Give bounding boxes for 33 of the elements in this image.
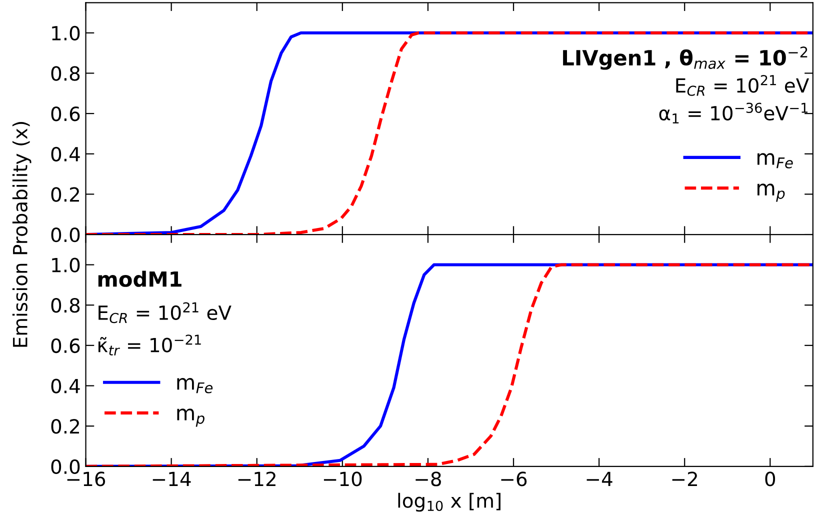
legend-label: m$_{p}$	[177, 408, 204, 427]
x-axis-title: log$_{10}$ x [m]	[398, 492, 500, 512]
y-tick-label: 0.8	[51, 66, 80, 81]
x-tick-label: −14	[152, 472, 191, 486]
x-tick-label: −12	[238, 472, 276, 486]
x-tick-label: −8	[416, 472, 441, 486]
x-tick-label: −4	[586, 472, 612, 486]
y-tick-label: 0.4	[51, 146, 80, 162]
annotation: E$_{CR}$ = 10$^{21}$ eV	[98, 302, 232, 324]
legend-label: m$_{p}$	[758, 184, 785, 202]
x-tick-label: 0	[765, 472, 776, 486]
x-tick-label: −10	[324, 472, 362, 486]
x-tick-label: −16	[67, 472, 106, 486]
legend-label: m$_{Fe}$	[177, 378, 213, 394]
y-tick-label: 0.0	[51, 459, 80, 474]
y-tick-label: 0.2	[51, 419, 79, 434]
y-tick-label: 0.6	[51, 338, 80, 354]
y-tick-label: 1.0	[52, 258, 80, 272]
annotation: E$_{CR}$ = 10$^{21}$ eV	[676, 74, 810, 96]
y-tick-label: 0.2	[51, 187, 79, 202]
annotation: κ̃$_{tr}$ = 10$^{−21}$	[98, 334, 201, 356]
legend-label: m$_{Fe}$	[758, 153, 793, 168]
y-tick-label: 0.0	[51, 227, 80, 242]
x-tick-label: −6	[501, 472, 527, 486]
y-tick-label: 0.6	[51, 106, 80, 122]
annotation: LIVgen1 , θ$_{max}$ = 10$^{−2}$	[563, 46, 808, 70]
x-tick-label: −2	[672, 472, 697, 486]
annotation: modM1	[98, 270, 182, 287]
annotation: α$_{1}$ = 10$^{−36}$eV$^{−1}$	[659, 102, 808, 124]
y-tick-label: 0.8	[51, 298, 80, 313]
y-tick-label: 0.4	[51, 378, 80, 394]
y-tick-label: 1.0	[52, 26, 80, 41]
y-axis-title: Emission Probability (x)	[12, 122, 32, 347]
